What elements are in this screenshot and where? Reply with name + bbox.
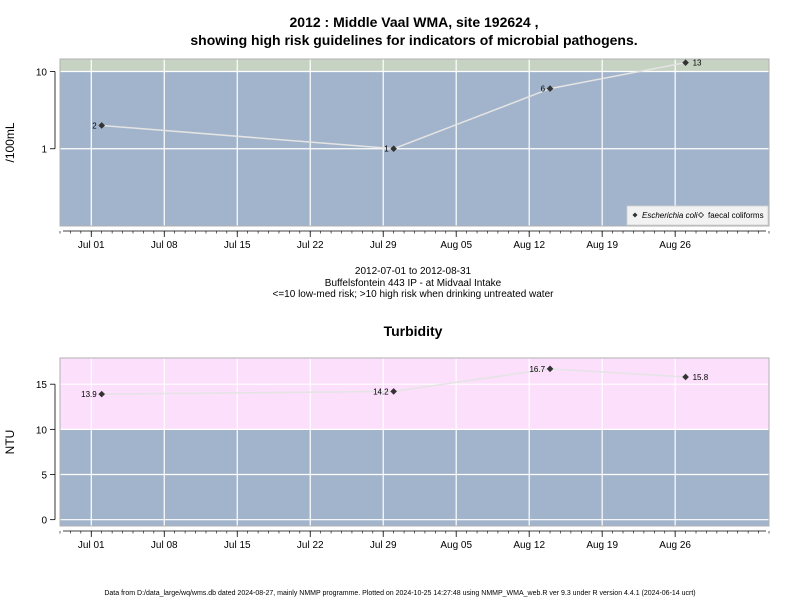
data-label: 14.2 bbox=[373, 387, 389, 396]
x-tick-label: Jul 08 bbox=[151, 540, 178, 551]
x-tick-label: Aug 05 bbox=[440, 540, 472, 551]
chart-title-line2: showing high risk guidelines for indicat… bbox=[190, 32, 637, 48]
data-label: 1 bbox=[384, 145, 389, 154]
series-line-0 bbox=[101, 368, 686, 395]
x-tick-label: Jul 29 bbox=[370, 240, 397, 251]
y-tick-label: 10 bbox=[36, 67, 48, 78]
legend-box bbox=[626, 205, 769, 226]
data-point bbox=[390, 388, 397, 395]
x-tick-label: Jul 01 bbox=[78, 240, 105, 251]
data-label: 6 bbox=[541, 85, 546, 94]
data-label: 2 bbox=[92, 121, 97, 130]
x-tick-label: Jul 22 bbox=[297, 540, 324, 551]
x-tick-label: Jul 08 bbox=[151, 240, 178, 251]
data-point bbox=[546, 85, 554, 92]
risk-band-1 bbox=[60, 429, 769, 526]
legend-marker-ecoli bbox=[632, 212, 638, 218]
legend-marker-faecal bbox=[697, 211, 705, 219]
y-axis-label: NTU bbox=[3, 430, 17, 455]
data-point bbox=[98, 390, 106, 398]
x-tick-label: Jul 22 bbox=[297, 240, 324, 251]
x-tick-label: Aug 12 bbox=[513, 540, 545, 551]
site-name-text: Buffelsfontein 443 IP - at Midvaal Intak… bbox=[325, 278, 502, 289]
data-label: 13 bbox=[693, 59, 702, 68]
x-tick-label: Aug 05 bbox=[440, 240, 472, 251]
x-tick-label: Aug 19 bbox=[586, 540, 618, 551]
data-point bbox=[546, 365, 554, 373]
plot-frame bbox=[59, 58, 770, 227]
risk-band-0 bbox=[60, 59, 769, 72]
turbidity-title: Turbidity bbox=[384, 323, 443, 339]
x-tick-label: Jul 15 bbox=[224, 540, 251, 551]
y-tick-label: 0 bbox=[41, 516, 47, 527]
ecoli-panel: Jul 01 Jul 08 Jul 15 Jul 22 Jul 29 Aug 05 Aug … bbox=[3, 58, 770, 251]
data-point bbox=[98, 122, 106, 129]
x-tick-label: Jul 29 bbox=[370, 540, 397, 551]
turbidity-panel: Jul 01 Jul 08 Jul 15 Jul 22 Jul 29 Aug 05 Aug … bbox=[3, 357, 770, 551]
x-tick-label: Aug 26 bbox=[659, 540, 691, 551]
plot-frame bbox=[59, 357, 770, 527]
data-point bbox=[682, 373, 689, 381]
x-tick-label: Jul 15 bbox=[224, 240, 251, 251]
risk-guideline-text: <=10 low-med risk; >10 high risk when dr… bbox=[273, 289, 555, 300]
y-tick-label: 10 bbox=[36, 425, 48, 436]
data-label: 15.8 bbox=[693, 373, 709, 382]
y-tick-label: 5 bbox=[41, 471, 47, 482]
y-tick-label: 15 bbox=[36, 380, 48, 391]
data-label: 16.7 bbox=[529, 365, 545, 374]
date-range-text: 2012-07-01 to 2012-08-31 bbox=[355, 266, 472, 277]
chart-title-line1: 2012 : Middle Vaal WMA, site 192624 , bbox=[290, 14, 539, 30]
legend-label-faecal: faecal coliforms bbox=[708, 211, 764, 220]
series-line-0 bbox=[101, 61, 686, 150]
data-point bbox=[682, 59, 689, 66]
legend-label-ecoli: Escherichia coli bbox=[642, 211, 698, 220]
y-axis-label: /100mL bbox=[3, 122, 17, 162]
footer-note: Data from D:/data_large/wq/wms.db dated … bbox=[104, 590, 695, 597]
x-tick-label: Aug 12 bbox=[513, 240, 545, 251]
data-label: 13.9 bbox=[81, 390, 97, 399]
y-tick-label: 1 bbox=[41, 145, 47, 156]
x-tick-label: Jul 01 bbox=[78, 540, 105, 551]
x-tick-label: Aug 26 bbox=[659, 240, 691, 251]
data-point bbox=[390, 145, 397, 153]
x-tick-label: Aug 19 bbox=[586, 240, 618, 251]
